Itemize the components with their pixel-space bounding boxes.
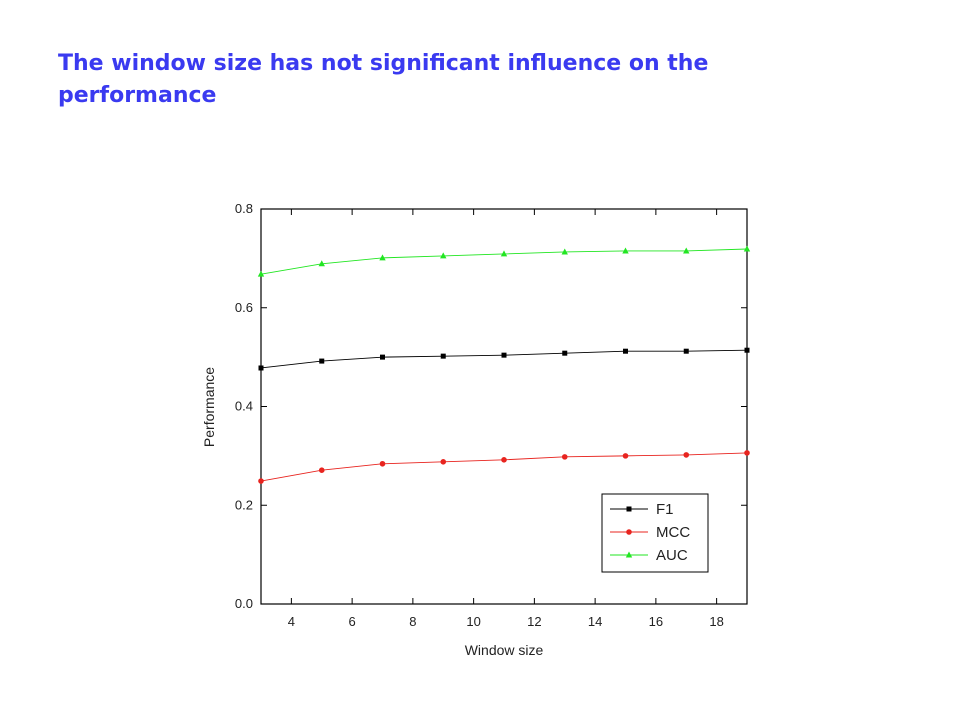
legend-box [601, 493, 709, 573]
marker [258, 365, 264, 371]
marker [318, 260, 325, 267]
marker [622, 453, 629, 459]
marker [379, 254, 386, 261]
x-tick-label: 14 [588, 614, 602, 629]
x-tick-label: 10 [466, 614, 480, 629]
marker [625, 551, 633, 558]
marker [500, 250, 508, 257]
marker [440, 353, 446, 359]
marker [562, 350, 568, 356]
legend-label: MCC [656, 524, 690, 541]
x-tick-label: 18 [709, 614, 723, 629]
marker [258, 478, 264, 484]
marker [626, 529, 632, 535]
marker [501, 352, 507, 358]
marker [561, 454, 568, 460]
y-axis-label: Performance [201, 367, 217, 447]
y-tick-label: 0.0 [235, 596, 253, 611]
x-axis-label: Window size [465, 642, 544, 658]
x-tick-label: 8 [409, 614, 416, 629]
legend-label: AUC [656, 547, 688, 564]
slide-title: The window size has not significant infl… [58, 51, 709, 108]
marker [318, 467, 325, 473]
marker [743, 245, 751, 252]
marker [379, 460, 386, 467]
marker [683, 348, 689, 354]
marker [257, 270, 265, 277]
y-tick-label: 0.8 [235, 201, 253, 216]
marker [440, 459, 447, 465]
marker [561, 248, 568, 255]
marker [623, 348, 628, 354]
y-tick-label: 0.4 [235, 399, 253, 414]
y-tick-label: 0.2 [235, 497, 253, 512]
marker [440, 252, 447, 259]
marker [626, 506, 632, 512]
x-tick-label: 6 [349, 614, 356, 629]
x-tick-label: 12 [527, 614, 541, 629]
y-tick-label: 0.6 [235, 300, 253, 315]
x-tick-label: 16 [649, 614, 663, 629]
marker [319, 358, 325, 364]
marker [501, 457, 507, 463]
legend-label: F1 [656, 501, 674, 518]
marker [380, 354, 385, 360]
marker [622, 247, 629, 254]
x-tick-label: 4 [288, 614, 295, 629]
marker [744, 347, 750, 353]
marker [683, 247, 690, 254]
marker [683, 452, 690, 458]
marker [744, 450, 750, 456]
